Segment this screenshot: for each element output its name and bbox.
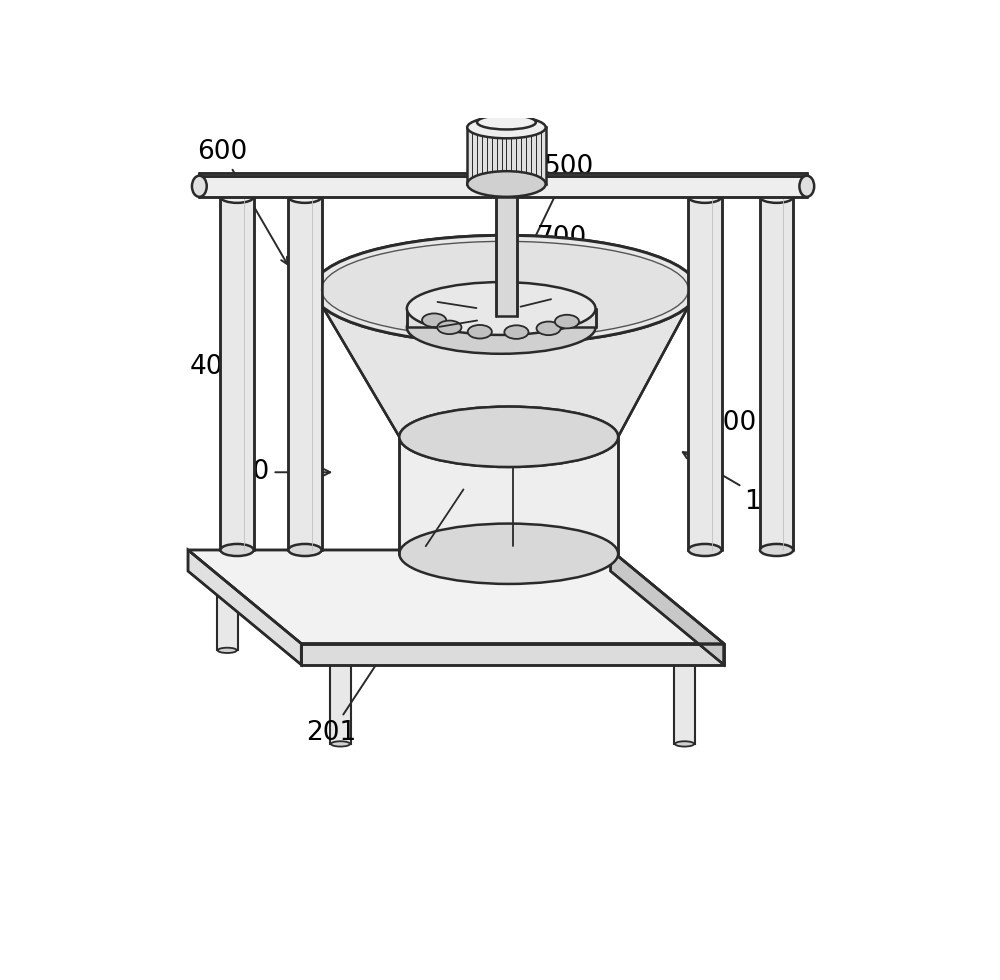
Ellipse shape (220, 191, 254, 203)
Text: 600: 600 (197, 138, 287, 265)
Ellipse shape (218, 648, 237, 653)
Text: 700: 700 (522, 225, 587, 324)
Ellipse shape (192, 175, 207, 197)
Ellipse shape (468, 325, 492, 338)
Ellipse shape (313, 235, 697, 344)
Ellipse shape (288, 191, 322, 203)
Text: 201: 201 (306, 593, 423, 746)
Ellipse shape (322, 241, 688, 338)
Ellipse shape (220, 544, 254, 556)
Text: 500: 500 (518, 154, 594, 271)
Bar (674, 664, 695, 744)
Bar (217, 571, 238, 651)
Polygon shape (760, 197, 793, 550)
Ellipse shape (407, 301, 596, 354)
Polygon shape (688, 197, 722, 550)
Polygon shape (220, 197, 254, 550)
Polygon shape (288, 197, 322, 550)
Ellipse shape (399, 523, 618, 584)
Text: 400: 400 (189, 354, 252, 419)
Ellipse shape (537, 321, 561, 335)
Ellipse shape (562, 648, 581, 653)
Ellipse shape (313, 235, 697, 344)
Ellipse shape (334, 249, 676, 330)
Ellipse shape (399, 407, 618, 467)
Ellipse shape (555, 315, 579, 328)
Ellipse shape (407, 282, 596, 335)
Ellipse shape (760, 544, 793, 556)
Ellipse shape (799, 175, 814, 197)
Text: 300: 300 (691, 411, 756, 465)
Polygon shape (188, 550, 724, 644)
Polygon shape (199, 172, 807, 175)
Ellipse shape (467, 172, 546, 197)
Bar (330, 664, 351, 744)
Ellipse shape (288, 544, 322, 556)
Polygon shape (496, 184, 517, 317)
Text: 100: 100 (683, 452, 794, 515)
Text: 200: 200 (219, 460, 330, 485)
Polygon shape (467, 127, 546, 184)
Polygon shape (399, 437, 618, 554)
Ellipse shape (422, 314, 446, 327)
Polygon shape (199, 175, 807, 197)
Ellipse shape (331, 741, 350, 747)
Ellipse shape (688, 544, 722, 556)
Ellipse shape (467, 117, 546, 138)
Polygon shape (611, 550, 724, 664)
Bar (561, 571, 582, 651)
Ellipse shape (399, 407, 618, 467)
Ellipse shape (334, 249, 676, 330)
Polygon shape (188, 550, 301, 664)
Polygon shape (313, 290, 697, 437)
Polygon shape (407, 309, 596, 327)
Ellipse shape (477, 115, 536, 129)
Ellipse shape (675, 741, 694, 747)
Ellipse shape (504, 325, 528, 339)
Ellipse shape (688, 191, 722, 203)
Ellipse shape (760, 191, 793, 203)
Polygon shape (301, 644, 724, 664)
Ellipse shape (437, 320, 461, 334)
